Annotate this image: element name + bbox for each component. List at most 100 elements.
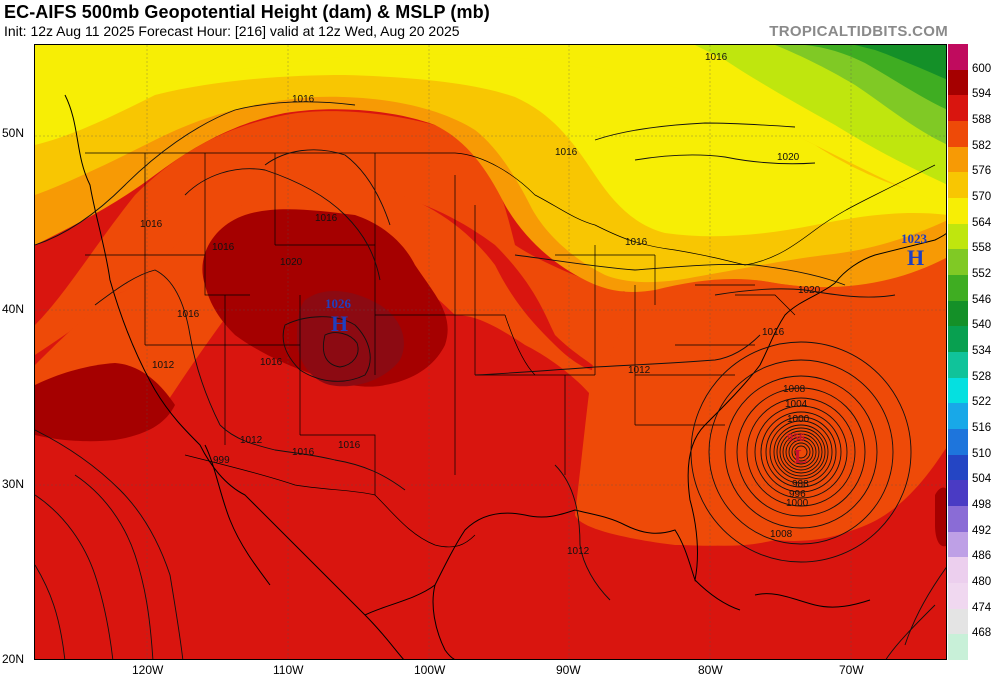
colorbar-cell xyxy=(948,223,968,250)
colorbar-label: 588 xyxy=(972,114,992,126)
lon-label: 70W xyxy=(839,663,864,677)
colorbar-cell xyxy=(948,326,968,353)
lat-label: 20N xyxy=(2,652,25,666)
high-pressure-letter: H xyxy=(331,311,348,336)
isobar-label: 1016 xyxy=(555,147,578,158)
high-pressure-east: 1023 H xyxy=(901,231,928,270)
colorbar-cell xyxy=(948,583,968,610)
colorbar-cell xyxy=(948,608,968,635)
lat-lon-grid xyxy=(35,45,946,659)
source-credit: TROPICALTIDBITS.COM xyxy=(769,23,948,40)
band-564 xyxy=(35,45,946,237)
colorbar-label: 564 xyxy=(972,216,992,229)
colorbar-cell xyxy=(948,300,968,327)
low-pressure-value: 956 xyxy=(787,430,805,444)
colorbar-label: 582 xyxy=(972,139,992,152)
isobar-labels: 1016 1016 1016 1020 1016 1016 1012 1016 … xyxy=(140,52,821,557)
isobar-label: 1000 xyxy=(787,414,810,425)
isobar-label: 1008 xyxy=(770,529,793,540)
low-pressure-letter: L xyxy=(794,446,807,468)
colorbar-cell xyxy=(948,44,968,71)
colorbar-cell xyxy=(948,506,968,533)
isobar-label: 1000 xyxy=(786,498,809,509)
colorbar-label: 468 xyxy=(972,627,992,640)
colorbar-label: 486 xyxy=(972,550,992,563)
colorbar-cell xyxy=(948,634,968,661)
colorbar-label: 528 xyxy=(972,370,992,383)
colorbar-cell xyxy=(948,454,968,481)
colorbar-cell xyxy=(948,69,968,96)
colorbar-cell xyxy=(948,146,968,173)
hurricane-isobars xyxy=(690,341,912,563)
lon-label: 90W xyxy=(556,663,581,677)
colorbar-cell xyxy=(948,95,968,122)
colorbar-cell xyxy=(948,403,968,430)
colorbar-cell xyxy=(948,557,968,584)
isobar-label: 1016 xyxy=(705,52,728,63)
isobar-label: 1012 xyxy=(240,435,263,446)
isobar-label: 1016 xyxy=(338,440,361,451)
height-colorbar xyxy=(948,44,968,661)
colorbar-label: 480 xyxy=(972,576,992,588)
isobar-label: 1016 xyxy=(177,309,200,320)
colorbar-cell xyxy=(948,531,968,558)
colorbar-cell xyxy=(948,352,968,379)
colorbar-cell xyxy=(948,429,968,456)
isobar-label: 1016 xyxy=(212,242,235,253)
band-594-east xyxy=(935,487,946,547)
high-pressure-value: 1023 xyxy=(901,231,928,246)
isobar-label: 1008 xyxy=(783,384,806,395)
colorbar-label: 474 xyxy=(972,601,992,614)
isobar-label: 988 xyxy=(792,479,809,490)
colorbar-label: 546 xyxy=(972,293,992,306)
colorbar-label: 570 xyxy=(972,191,992,203)
colorbar-cell xyxy=(948,275,968,302)
band-564-b xyxy=(35,45,946,205)
colorbar-cell xyxy=(948,480,968,507)
isobar-label: 1016 xyxy=(625,237,648,248)
forecast-info: Init: 12z Aug 11 2025 Forecast Hour: [21… xyxy=(4,23,460,39)
map-canvas: 1016 1016 1016 1020 1016 1016 1012 1016 … xyxy=(35,45,946,659)
political-borders xyxy=(85,152,936,548)
colorbar-cell xyxy=(948,198,968,225)
isobar-label: 1020 xyxy=(777,152,800,163)
weather-map: 1016 1016 1016 1020 1016 1016 1012 1016 … xyxy=(34,44,947,660)
isobar-label: 1020 xyxy=(280,257,303,268)
isobars xyxy=(35,101,946,659)
lon-label: 110W xyxy=(273,663,304,677)
colorbar-label: 576 xyxy=(972,165,992,178)
isobar-label: 996 xyxy=(789,489,806,500)
colorbar-label: 492 xyxy=(972,524,992,537)
colorbar-label: 516 xyxy=(972,422,992,434)
colorbar-label: 498 xyxy=(972,499,992,511)
isobar-label: 1012 xyxy=(628,365,651,376)
low-pressure-hurricane: 956 L xyxy=(787,430,807,468)
map-title: EC-AIFS 500mb Geopotential Height (dam) … xyxy=(4,2,490,22)
colorbar-cell xyxy=(948,121,968,148)
isobar-label: 999 xyxy=(213,455,230,466)
isobar-label: 1016 xyxy=(292,94,315,105)
band-540 xyxy=(855,45,946,80)
colorbar-label: 534 xyxy=(972,345,992,357)
high-pressure-west: 1026 H xyxy=(325,296,352,336)
band-594-b xyxy=(35,363,175,442)
colorbar-label: 600 xyxy=(972,62,992,75)
lon-label: 80W xyxy=(698,663,723,677)
isobar-label: 1004 xyxy=(785,399,808,410)
colorbar-label: 594 xyxy=(972,88,992,101)
colorbar-cell xyxy=(948,249,968,276)
colorbar-label: 504 xyxy=(972,473,992,486)
colorbar-cell xyxy=(948,172,968,199)
colorbar-label: 558 xyxy=(972,242,992,255)
lon-label: 120W xyxy=(132,663,164,677)
isobar-label: 1012 xyxy=(567,546,590,557)
isobar-label: 1016 xyxy=(315,213,338,224)
lat-label: 50N xyxy=(2,126,25,140)
lon-label: 100W xyxy=(414,663,446,677)
lat-label: 40N xyxy=(2,302,25,316)
high-pressure-letter: H xyxy=(907,245,924,270)
lat-label: 30N xyxy=(2,477,25,491)
colorbar-label: 540 xyxy=(972,319,992,332)
isobar-label: 1016 xyxy=(292,447,315,458)
isobar-label: 1016 xyxy=(260,357,283,368)
